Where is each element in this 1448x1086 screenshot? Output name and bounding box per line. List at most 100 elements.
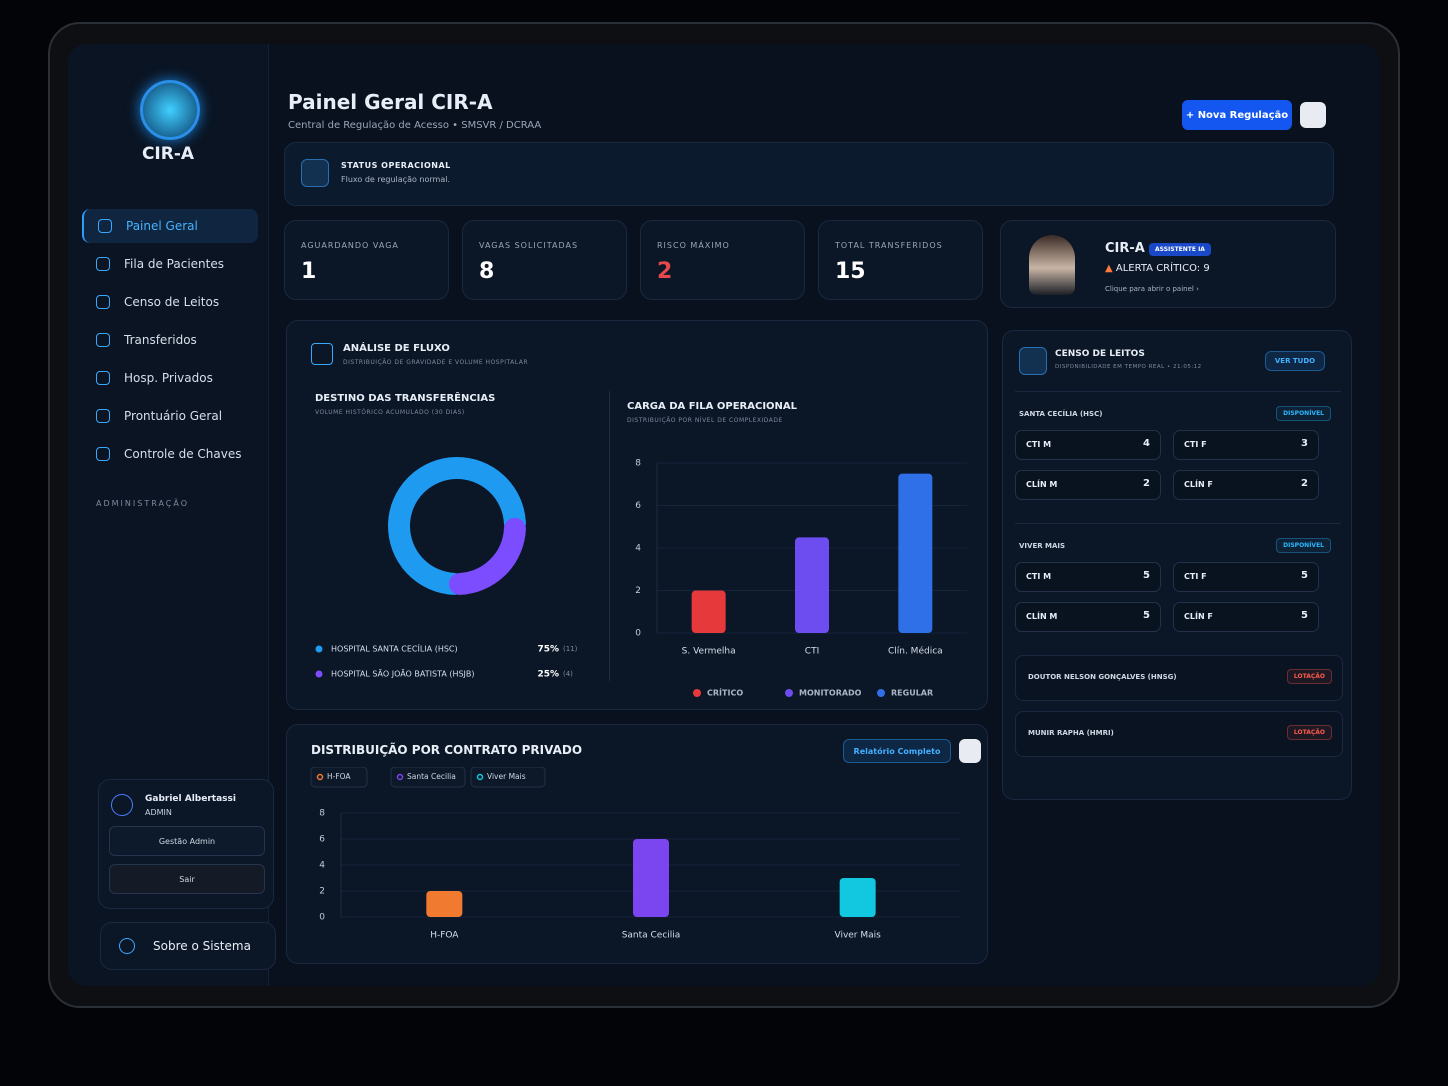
nav-item[interactable]: Hosp. Privados xyxy=(82,361,258,395)
bar xyxy=(795,537,829,633)
page-subtitle: Central de Regulação de Acesso • SMSVR /… xyxy=(288,120,542,131)
legend-chip xyxy=(310,766,368,788)
bar xyxy=(691,590,726,633)
bed-value: 5 xyxy=(1301,610,1308,621)
nav-item[interactable]: Censo de Leitos xyxy=(82,285,258,319)
donut-title: DESTINO DAS TRANSFERÊNCIAS xyxy=(315,393,496,404)
kpi-value: 2 xyxy=(657,259,673,284)
analysis-title: ANÁLISE DE FLUXO xyxy=(343,343,450,354)
hospital-status: DISPONÍVEL xyxy=(1276,538,1331,553)
nav: Painel Geral Fila de Pacientes Censo de Le… xyxy=(68,209,268,489)
legend-dot xyxy=(785,689,793,697)
nav-item[interactable]: Transferidos xyxy=(82,323,258,357)
y-tick-label: 8 xyxy=(319,809,325,819)
census-subtitle: DISPONIBILIDADE EM TEMPO REAL • 21:05:12 xyxy=(1055,364,1202,370)
nav-icon xyxy=(96,409,110,423)
x-tick-label: Santa Cecilia xyxy=(622,931,681,941)
nav-section: ADMINISTRAÇÃO xyxy=(96,499,189,508)
user-name: Gabriel Albertassi xyxy=(145,794,236,804)
private-panel: DISTRIBUIÇÃO POR CONTRATO PRIVADO Relató… xyxy=(286,724,988,964)
nav-label: Transferidos xyxy=(124,333,197,347)
legend-label: Viver Mais xyxy=(487,772,526,781)
legend-dot xyxy=(315,670,323,678)
nav-icon xyxy=(98,219,112,233)
assistant-card[interactable]: CIR-A ASSISTENTE IA ▲ ALERTA CRÍTICO: 9 … xyxy=(1000,220,1336,308)
nav-item[interactable]: Controle de Chaves xyxy=(82,437,258,471)
print-button[interactable] xyxy=(959,739,981,763)
legend-label: CRÍTICO xyxy=(707,687,743,698)
bed-cell: CLÍN M 2 xyxy=(1015,470,1161,500)
user-icon xyxy=(111,794,133,816)
nav-item[interactable]: Fila de Pacientes xyxy=(82,247,258,281)
legend-label: HOSPITAL SÃO JOÃO BATISTA (HSJB) xyxy=(331,669,475,679)
hospital-block: MUNIR RAPHA (HMRI) LOTAÇÃO xyxy=(1015,711,1343,757)
user-action-button[interactable]: Sair xyxy=(109,864,265,894)
x-tick-label: H-FOA xyxy=(430,931,459,941)
status-title: STATUS OPERACIONAL xyxy=(341,161,451,170)
assistant-alert: ▲ ALERTA CRÍTICO: 9 xyxy=(1105,263,1210,274)
bar xyxy=(426,891,463,917)
kpi-value: 15 xyxy=(835,259,866,284)
kpi-value: 8 xyxy=(479,259,495,284)
nav-label: Controle de Chaves xyxy=(124,447,242,461)
kpi-card: VAGAS SOLICITADAS 8 xyxy=(462,220,627,300)
nav-icon xyxy=(96,257,110,271)
legend-chip xyxy=(390,766,466,788)
y-tick-label: 0 xyxy=(635,629,641,639)
bed-cell: CTI F 3 xyxy=(1173,430,1319,460)
donut-chart: HOSPITAL SANTA CECÍLIA (HSC) 75% (11) HOSPI… xyxy=(315,457,578,680)
analysis-icon xyxy=(311,343,333,365)
legend-dot xyxy=(877,689,885,697)
legend-label: HOSPITAL SANTA CECÍLIA (HSC) xyxy=(331,643,458,654)
nav-label: Painel Geral xyxy=(126,219,198,233)
about-button[interactable]: Sobre o Sistema xyxy=(100,922,276,970)
census-icon xyxy=(1019,347,1047,375)
nav-item[interactable]: Painel Geral xyxy=(82,209,258,243)
hospital-name: MUNIR RAPHA (HMRI) xyxy=(1028,729,1114,737)
hospital-block: SANTA CECÍLIA (HSC) DISPONÍVEL CTI M 4 CTI F… xyxy=(1015,391,1341,512)
brand: CIR-A xyxy=(141,144,195,164)
user-role: ADMIN xyxy=(145,808,172,817)
kpi-label: VAGAS SOLICITADAS xyxy=(479,241,579,250)
hospital-name: VIVER MAIS xyxy=(1019,542,1066,550)
y-tick-label: 8 xyxy=(635,459,641,469)
kpi-row: AGUARDANDO VAGA 1 VAGAS SOLICITADAS 8 RISCO … xyxy=(284,220,994,304)
private-host: 0 2 4 6 8 H-FOA Santa Cecilia Viver Mais H-FOA Sa… xyxy=(301,766,981,959)
kpi-card: RISCO MÁXIMO 2 xyxy=(640,220,805,300)
bar xyxy=(898,473,933,633)
bed-name: CTI M xyxy=(1026,572,1052,581)
legend-count: (11) xyxy=(563,645,578,653)
census-title: CENSO DE LEITOS xyxy=(1055,349,1145,359)
new-regulation-button[interactable]: + Nova Regulação xyxy=(1182,100,1292,130)
bar-chart: 0 2 4 6 8 H-FOA Santa Cecilia Viver Mais H-FOA Sa… xyxy=(310,766,961,941)
legend-count: (4) xyxy=(563,670,573,678)
legend-label: REGULAR xyxy=(891,689,933,698)
bed-cell: CLÍN M 5 xyxy=(1015,602,1161,632)
bed-name: CTI M xyxy=(1026,440,1052,449)
user-action-button[interactable]: Gestão Admin xyxy=(109,826,265,856)
kpi-label: RISCO MÁXIMO xyxy=(657,241,730,250)
bed-value: 2 xyxy=(1143,478,1150,489)
y-tick-label: 2 xyxy=(319,887,325,897)
donut-segment xyxy=(388,457,526,595)
assistant-badge: ASSISTENTE IA xyxy=(1149,243,1211,256)
private-title: DISTRIBUIÇÃO POR CONTRATO PRIVADO xyxy=(311,743,583,757)
assistant-name: CIR-A xyxy=(1105,241,1145,256)
y-tick-label: 4 xyxy=(319,861,325,871)
see-all-button[interactable]: VER TUDO xyxy=(1265,351,1325,371)
nav-label: Hosp. Privados xyxy=(124,371,213,385)
report-button[interactable]: Relatório Completo xyxy=(843,739,951,763)
bed-value: 3 xyxy=(1301,438,1308,449)
legend-dot xyxy=(316,773,324,781)
nav-item[interactable]: Prontuário Geral xyxy=(82,399,258,433)
hospital-name: DOUTOR NELSON GONÇALVES (HNSG) xyxy=(1028,673,1177,681)
user-actions: Gestão Admin Sair xyxy=(109,826,265,906)
bed-value: 4 xyxy=(1143,438,1150,449)
print-button[interactable] xyxy=(1300,102,1326,128)
kpi-card: TOTAL TRANSFERIDOS 15 xyxy=(818,220,983,300)
legend-dot xyxy=(396,773,404,781)
hospital-list: SANTA CECÍLIA (HSC) DISPONÍVEL CTI M 4 CTI F… xyxy=(1003,391,1353,791)
nav-icon xyxy=(96,333,110,347)
